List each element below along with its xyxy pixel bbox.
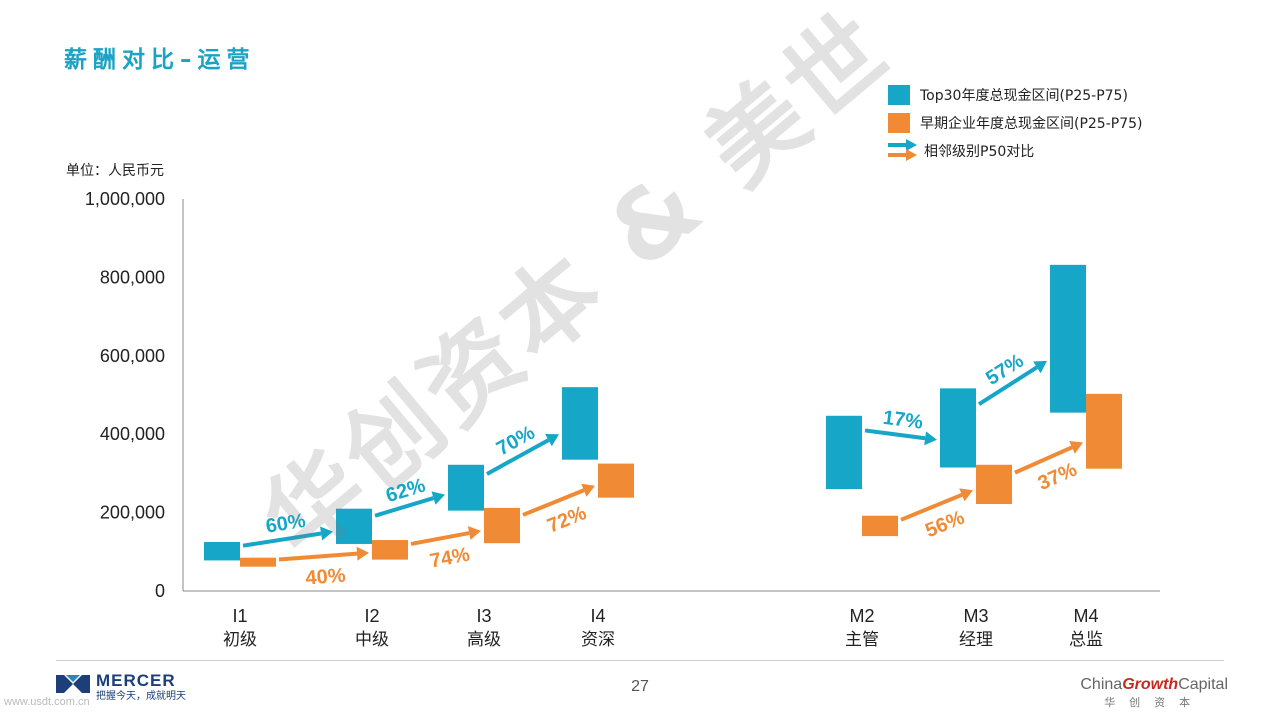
cgc-name: ChinaGrowthCapital [1080, 676, 1228, 694]
page-number: 27 [631, 678, 649, 695]
bar-early [862, 515, 898, 537]
x-tick-code: I1 [232, 606, 247, 626]
arrow-line-early [522, 488, 585, 517]
x-tick-code: I2 [364, 606, 379, 626]
bar-early [240, 557, 276, 567]
mercer-name: MERCER [96, 671, 176, 690]
unit-label: 单位：人民币元 [66, 163, 164, 179]
y-tick-label: 200,000 [100, 503, 165, 523]
legend-swatch-top30 [888, 85, 910, 105]
bar-early [1086, 393, 1122, 469]
arrow-label-early: 72% [544, 502, 590, 538]
arrow-line-top30 [977, 365, 1038, 406]
x-tick-code: M3 [963, 606, 988, 626]
footer-divider [56, 660, 1224, 661]
y-tick-label: 0 [155, 581, 165, 601]
arrow-head-early [1069, 440, 1083, 454]
axes-group: 0 200,000 400,000 600,000 800,000 1,000,000 I1… [85, 189, 1160, 650]
arrow-line-early [1014, 445, 1073, 475]
arrow-line-early [410, 531, 470, 546]
legend-label-arrow: 相邻级别P50对比 [924, 144, 1035, 160]
arrow-head-top30 [1033, 360, 1047, 374]
arrow-label-early: 37% [1035, 459, 1081, 495]
arrow-label-early: 56% [922, 507, 968, 543]
bar-early [976, 464, 1012, 504]
legend-item-early: 早期企业年度总现金区间(P25-P75) [888, 112, 1143, 134]
cgc-subtitle: 华创资本 [1104, 696, 1205, 709]
bar-top30 [826, 415, 862, 490]
arrow-label-early: 40% [305, 565, 347, 590]
x-tick-name: 经理 [959, 630, 993, 650]
cgc-pre: China [1080, 676, 1123, 693]
arrow-head-early [959, 488, 973, 502]
bar-early [372, 540, 408, 560]
arrow-head-top30 [545, 433, 559, 447]
legend-arrows-icon [888, 139, 917, 161]
arrow-label-top30: 57% [982, 350, 1028, 390]
arrow-line-top30 [242, 531, 322, 548]
bar-early [598, 463, 634, 498]
cgc-logo: ChinaGrowthCapital 华创资本 [1080, 676, 1228, 710]
bars-group [204, 264, 1122, 567]
bar-top30 [940, 388, 976, 468]
arrow-line-early [900, 492, 963, 522]
x-tick-name: 初级 [223, 630, 257, 650]
bar-top30 [204, 542, 240, 561]
x-tick-name: 主管 [845, 630, 879, 650]
arrow-head-early [356, 546, 369, 561]
legend-item-arrow: 相邻级别P50对比 [888, 139, 1143, 162]
bar-top30 [448, 464, 484, 511]
x-tick-code: M2 [849, 606, 874, 626]
bar-top30 [562, 387, 598, 460]
arrow-line-top30 [374, 496, 435, 518]
arrow-head-top30 [431, 491, 445, 505]
mercer-logo-icon [56, 675, 90, 693]
arrow-line-top30 [486, 438, 550, 476]
mercer-tagline: 把握今天，成就明天 [96, 691, 186, 702]
bar-early [484, 507, 520, 544]
arrow-line-top30 [864, 428, 926, 441]
legend: Top30年度总现金区间(P25-P75) 早期企业年度总现金区间(P25-P7… [888, 84, 1143, 168]
x-tick-name: 资深 [581, 630, 615, 650]
legend-label-top30: Top30年度总现金区间(P25-P75) [920, 88, 1128, 104]
x-tick-code: I4 [590, 606, 605, 626]
bar-top30 [336, 508, 372, 544]
x-tick-name: 高级 [467, 630, 501, 650]
y-tick-label: 1,000,000 [85, 189, 165, 209]
mercer-logo: MERCER 把握今天，成就明天 [56, 672, 186, 704]
legend-swatch-early [888, 113, 910, 133]
x-tick-name: 中级 [355, 630, 389, 650]
x-tick-code: I3 [476, 606, 491, 626]
arrow-line-early [278, 551, 358, 562]
legend-item-top30: Top30年度总现金区间(P25-P75) [888, 84, 1143, 106]
cgc-post: Capital [1178, 676, 1228, 693]
arrow-head-top30 [320, 526, 333, 541]
arrow-label-early: 74% [428, 543, 472, 572]
arrow-head-early [581, 483, 595, 497]
legend-label-early: 早期企业年度总现金区间(P25-P75) [920, 116, 1143, 132]
x-tick-code: M4 [1073, 606, 1098, 626]
arrow-head-early [467, 526, 481, 540]
x-tick-name: 总监 [1069, 630, 1103, 650]
arrow-label-top30: 70% [493, 422, 539, 461]
arrow-label-top30: 17% [882, 407, 925, 434]
arrow-head-top30 [924, 431, 937, 446]
site-watermark: www.usdt.com.cn [4, 696, 90, 708]
y-tick-label: 400,000 [100, 424, 165, 444]
cgc-mid: Growth [1122, 676, 1179, 693]
page-title: 薪酬对比–运营 [64, 47, 256, 73]
y-tick-label: 800,000 [100, 267, 165, 287]
y-tick-label: 600,000 [100, 346, 165, 366]
bar-top30 [1050, 264, 1086, 413]
